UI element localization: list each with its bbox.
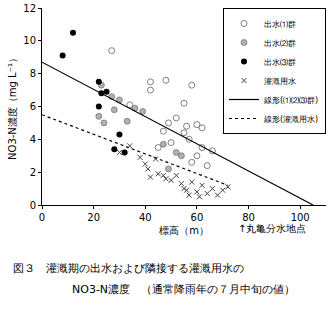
- svg-text:0: 0: [30, 200, 36, 211]
- svg-text:10: 10: [23, 35, 36, 46]
- svg-text:80: 80: [242, 212, 255, 223]
- svg-text:出水⑶群: 出水⑶群: [264, 58, 296, 67]
- svg-text:6: 6: [30, 101, 36, 112]
- svg-text:2: 2: [30, 167, 36, 178]
- svg-text:線形(⑴⑵⑶群): 線形(⑴⑵⑶群): [263, 96, 318, 105]
- svg-text:8: 8: [30, 68, 36, 79]
- svg-text:出水⑵群: 出水⑵群: [264, 39, 296, 48]
- svg-text:NO3-N濃度 （通常降雨年の７月中旬の値）: NO3-N濃度 （通常降雨年の７月中旬の値）: [72, 283, 295, 296]
- svg-text:40: 40: [139, 212, 152, 223]
- svg-text:線形(灌漑用水): 線形(灌漑用水): [263, 115, 318, 124]
- svg-text:0: 0: [39, 212, 45, 223]
- svg-text:出水⑴群: 出水⑴群: [264, 20, 296, 29]
- svg-text:NO3-N濃度（mg L⁻¹）: NO3-N濃度（mg L⁻¹）: [7, 53, 18, 160]
- svg-text:12: 12: [23, 3, 36, 14]
- svg-text:図３ 灌漑期の出水および隣接する灌漑用水の: 図３ 灌漑期の出水および隣接する灌漑用水の: [13, 262, 244, 275]
- svg-text:↑丸亀分水地点: ↑丸亀分水地点: [238, 223, 306, 234]
- svg-text:灌漑用水: 灌漑用水: [264, 77, 296, 86]
- svg-text:20: 20: [87, 212, 100, 223]
- svg-text:100: 100: [291, 212, 310, 223]
- svg-text:標高（m）: 標高（m）: [159, 225, 209, 236]
- svg-text:4: 4: [30, 134, 36, 145]
- svg-text:60: 60: [191, 212, 204, 223]
